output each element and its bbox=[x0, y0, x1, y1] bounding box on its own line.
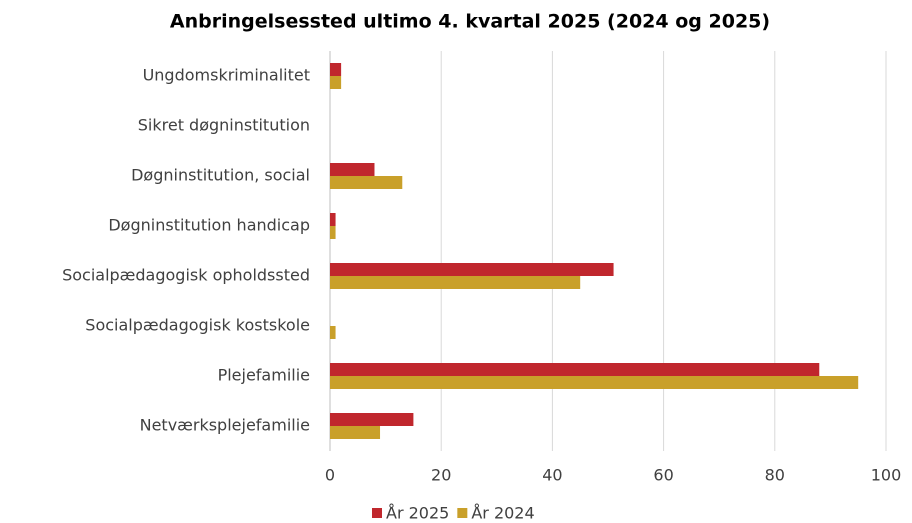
bar bbox=[330, 263, 614, 276]
y-tick-label: Netværksplejefamilie bbox=[140, 416, 310, 435]
chart-title: Anbringelsessted ultimo 4. kvartal 2025 … bbox=[170, 11, 770, 33]
legend-label: År 2024 bbox=[471, 504, 534, 523]
y-tick-label: Plejefamilie bbox=[218, 366, 310, 385]
legend-swatch bbox=[372, 508, 382, 518]
y-tick-label: Ungdomskriminalitet bbox=[143, 66, 310, 85]
bar bbox=[330, 176, 403, 189]
bar bbox=[330, 363, 820, 376]
bar bbox=[330, 376, 859, 389]
bar bbox=[330, 326, 336, 339]
bar bbox=[330, 426, 381, 439]
legend-label: År 2025 bbox=[386, 504, 449, 523]
bar bbox=[330, 63, 342, 76]
x-tick-label: 100 bbox=[871, 466, 902, 485]
y-tick-label: Døgninstitution, social bbox=[131, 166, 310, 185]
x-tick-label: 0 bbox=[325, 466, 335, 485]
y-tick-label: Døgninstitution handicap bbox=[108, 216, 310, 235]
bar bbox=[330, 163, 375, 176]
bar bbox=[330, 226, 336, 239]
x-tick-label: 20 bbox=[431, 466, 451, 485]
x-tick-label: 80 bbox=[765, 466, 785, 485]
y-tick-label: Socialpædagogisk opholdssted bbox=[62, 266, 310, 285]
x-tick-label: 40 bbox=[542, 466, 562, 485]
bar bbox=[330, 413, 414, 426]
x-tick-label: 60 bbox=[653, 466, 673, 485]
legend-swatch bbox=[457, 508, 468, 518]
bar bbox=[330, 276, 581, 289]
bar bbox=[330, 76, 342, 89]
bar bbox=[330, 213, 336, 226]
y-tick-label: Socialpædagogisk kostskole bbox=[85, 316, 310, 335]
y-tick-label: Sikret døgninstitution bbox=[138, 116, 310, 135]
